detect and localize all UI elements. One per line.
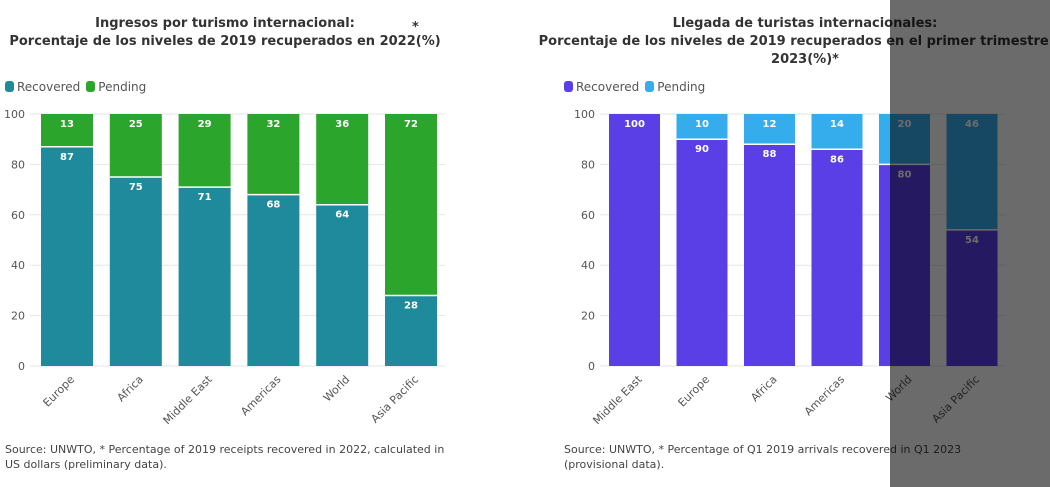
data-label: 28 <box>404 300 418 311</box>
data-label: 100 <box>624 119 645 130</box>
data-label: 86 <box>830 154 844 165</box>
data-label: 13 <box>60 119 74 130</box>
legend-item-recovered[interactable]: Recovered <box>5 80 80 94</box>
x-tick-label: Europe <box>41 373 78 410</box>
x-tick-label: Middle East <box>161 372 216 427</box>
data-label: 71 <box>198 192 212 203</box>
data-label: 90 <box>695 144 709 155</box>
x-tick-label: Africa <box>748 373 779 404</box>
bar-recovered <box>41 146 93 366</box>
y-tick-label: 60 <box>11 209 25 222</box>
bar-pending <box>811 114 863 150</box>
bar-recovered <box>316 204 369 366</box>
y-tick-label: 100 <box>4 108 25 121</box>
y-tick-label: 20 <box>11 310 25 323</box>
bar-recovered <box>811 149 863 366</box>
y-tick-label: 80 <box>11 158 25 171</box>
bar-pending <box>385 114 437 296</box>
dim-overlay <box>890 0 1050 487</box>
y-tick-label: 100 <box>574 108 595 121</box>
bar-pending <box>247 114 300 195</box>
data-label: 12 <box>763 119 777 130</box>
x-tick-label: Africa <box>115 373 146 404</box>
legend-item-pending[interactable]: Pending <box>645 80 705 94</box>
bar-recovered <box>609 114 660 366</box>
data-label: 29 <box>198 119 212 130</box>
bar-recovered <box>385 295 437 366</box>
bar-pending <box>316 114 369 205</box>
x-tick-label: Middle East <box>590 372 645 427</box>
bar-pending <box>676 114 728 140</box>
data-label: 75 <box>129 182 143 193</box>
data-label: 14 <box>830 119 844 130</box>
x-tick-label: Europe <box>676 373 713 410</box>
x-tick-label: Americas <box>238 373 284 419</box>
legend-item-recovered[interactable]: Recovered <box>564 80 639 94</box>
x-tick-label: World <box>321 373 352 404</box>
data-label: 36 <box>335 119 349 130</box>
chart-2-source: Source: UNWTO, * Percentage of Q1 2019 a… <box>564 443 962 471</box>
y-tick-label: 80 <box>581 158 595 171</box>
y-tick-label: 40 <box>11 259 25 272</box>
y-tick-label: 60 <box>581 209 595 222</box>
bar-pending <box>41 114 93 147</box>
bar-pending <box>744 114 795 145</box>
data-label: 88 <box>763 149 777 160</box>
data-label: 87 <box>60 152 74 163</box>
y-tick-label: 40 <box>581 259 595 272</box>
chart-1-source: Source: UNWTO, * Percentage of 2019 rece… <box>5 443 445 471</box>
bar-recovered <box>178 187 231 366</box>
data-label: 72 <box>404 119 418 130</box>
bar-recovered <box>109 177 162 366</box>
chart-1-title-mark: * <box>412 20 419 35</box>
legend-item-pending[interactable]: Pending <box>86 80 146 94</box>
bar-recovered <box>744 144 795 366</box>
chart-1-legend: Recovered Pending <box>5 80 146 94</box>
chart-2-legend: Recovered Pending <box>564 80 705 94</box>
data-label: 10 <box>695 119 709 130</box>
data-label: 32 <box>266 119 280 130</box>
x-tick-label: Americas <box>802 373 848 419</box>
data-label: 68 <box>266 200 280 211</box>
bar-recovered <box>247 194 300 366</box>
bar-pending <box>109 114 162 177</box>
y-tick-label: 20 <box>581 310 595 323</box>
y-tick-label: 0 <box>588 360 595 373</box>
data-label: 64 <box>335 210 349 221</box>
data-label: 25 <box>129 119 143 130</box>
y-tick-label: 0 <box>18 360 25 373</box>
bar-pending <box>178 114 231 188</box>
bar-recovered <box>676 139 728 366</box>
chart-1-title: Ingresos por turismo internacional: Porc… <box>9 16 441 49</box>
x-tick-label: Asia Pacific <box>368 373 421 426</box>
